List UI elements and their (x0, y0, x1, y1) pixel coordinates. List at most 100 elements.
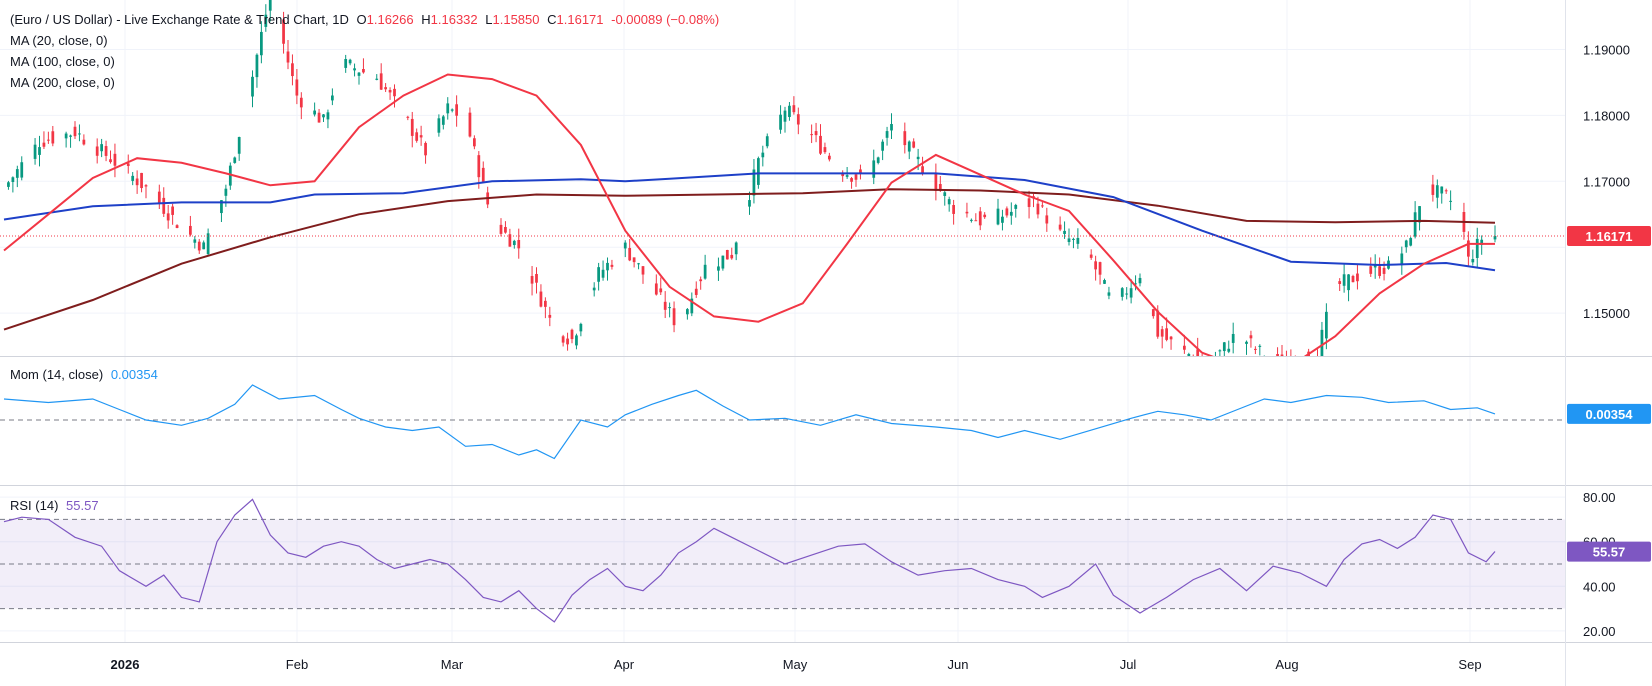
candle-body (548, 314, 552, 318)
candle-body (756, 158, 760, 185)
ma200-legend[interactable]: MA (200, close, 0) (10, 75, 115, 90)
candle-body (823, 147, 827, 153)
candle-body (299, 97, 303, 108)
candle-body (1001, 216, 1004, 223)
candle-body (934, 173, 938, 191)
candle-body (1320, 329, 1324, 356)
candle-body (690, 298, 694, 314)
rsi-legend[interactable]: RSI (14) 55.57 (10, 498, 99, 513)
candle-body (313, 110, 317, 115)
candle-body (193, 239, 197, 243)
candle-body (610, 264, 614, 267)
candle-body (779, 114, 782, 130)
candle-body (144, 185, 148, 187)
candle-body (73, 126, 77, 137)
candle-body (353, 68, 356, 71)
ma20-line (3, 73, 1495, 356)
candle-body (814, 131, 818, 136)
low-value: 1.15850 (492, 12, 540, 27)
candle-body (1098, 262, 1102, 275)
time-tick-label: Aug (1275, 657, 1298, 672)
candle-body (38, 147, 41, 155)
candle-body (1094, 261, 1098, 270)
candle-body (721, 255, 725, 269)
candle-body (455, 104, 459, 116)
candle-body (268, 0, 272, 11)
candle-body (1369, 266, 1373, 274)
candle-body (881, 141, 885, 151)
candle-body (734, 242, 738, 255)
candle-body (348, 59, 352, 64)
candle-body (783, 110, 787, 122)
ma100-legend[interactable]: MA (100, close, 0) (10, 54, 115, 69)
candle-body (1138, 277, 1142, 284)
candle-body (1014, 204, 1018, 209)
indicator-lines (0, 73, 1565, 623)
candle-body (854, 174, 858, 180)
momentum-line (3, 384, 1496, 460)
candle-body (921, 166, 924, 174)
candle-body (295, 79, 299, 96)
candle-body (903, 131, 907, 146)
candle-body (606, 262, 609, 271)
candle-body (344, 58, 348, 68)
candle-body (1040, 205, 1044, 207)
candle-body (1231, 333, 1235, 343)
candle-body (694, 288, 698, 295)
candle-body (1045, 215, 1049, 224)
ma20-legend[interactable]: MA (20, close, 0) (10, 33, 108, 48)
candle-body (1253, 348, 1257, 350)
momentum-legend[interactable]: Mom (14, close) 0.00354 (10, 367, 158, 382)
candle-body (725, 249, 729, 260)
candle-body (64, 133, 68, 139)
candle-body (109, 159, 112, 163)
candle-body (135, 178, 139, 186)
candle-body (357, 72, 361, 76)
candle-body (1324, 311, 1328, 339)
candle-body (1160, 329, 1164, 337)
candle-body (384, 87, 388, 90)
candle-body (668, 307, 672, 309)
candle-body (1413, 212, 1417, 237)
price-tick-label: 1.15000 (1583, 306, 1630, 321)
candle-body (566, 338, 569, 345)
candle-body (974, 220, 978, 222)
candle-body (166, 213, 170, 221)
candle-body (796, 114, 800, 125)
candle-body (1125, 293, 1129, 295)
time-tick-label: May (783, 657, 808, 672)
candle-body (845, 175, 849, 177)
candle-body (441, 116, 445, 125)
candle-body (1027, 198, 1031, 207)
candle-body (1063, 230, 1066, 234)
candle-body (1404, 240, 1408, 248)
candle-body (1356, 273, 1359, 282)
candle-body (1347, 274, 1350, 291)
candle-body (539, 291, 543, 307)
candle-body (1466, 240, 1470, 257)
candle-body (1471, 258, 1475, 263)
candle-body (472, 138, 476, 147)
candle-body (872, 160, 876, 178)
rsi-value: 55.57 (66, 498, 99, 513)
change-value: -0.00089 (−0.08%) (611, 12, 720, 27)
candle-body (11, 177, 15, 183)
candle-body (641, 266, 645, 275)
candle-body (1418, 206, 1421, 223)
candle-body (1382, 267, 1386, 274)
candle-body (810, 134, 814, 136)
candle-body (530, 276, 534, 284)
candle-body (393, 88, 396, 97)
candle-body (907, 141, 911, 152)
candle-body (140, 172, 143, 189)
candle-body (512, 240, 516, 246)
candle-body (162, 197, 166, 214)
candle-body (765, 136, 769, 147)
time-tick-label: Feb (286, 657, 308, 672)
candle-body (752, 169, 756, 196)
close-label: C (547, 12, 557, 27)
rsi-badge: 55.57 (1593, 545, 1626, 560)
candle-body (1440, 186, 1444, 194)
candle-body (1009, 211, 1013, 216)
